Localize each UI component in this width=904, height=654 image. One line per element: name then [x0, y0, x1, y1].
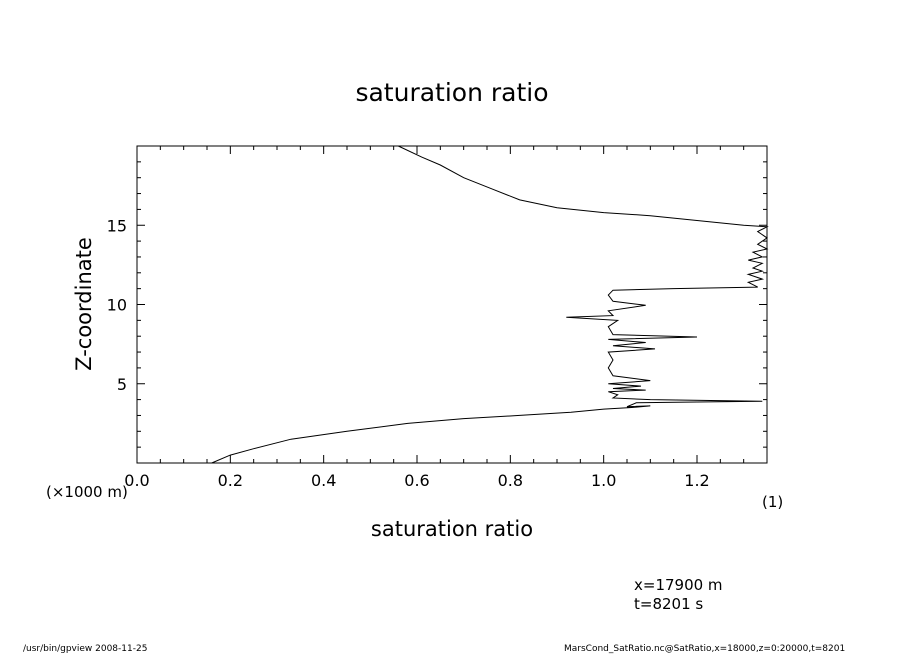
x-tick-label: 0.0 — [124, 471, 149, 490]
x-tick-label: 1.2 — [684, 471, 709, 490]
y-tick-label: 10 — [107, 296, 127, 315]
footer-left: /usr/bin/gpview 2008-11-25 — [23, 644, 147, 654]
y-tick-label: 15 — [107, 216, 127, 235]
x-tick-label: 0.8 — [498, 471, 523, 490]
series-line — [211, 145, 769, 464]
footer-right: MarsCond_SatRatio.nc@SatRatio,x=18000,z=… — [564, 644, 845, 654]
x-axis-ticks — [136, 146, 745, 463]
y-unit-label: (×1000 m) — [46, 483, 128, 501]
x-tick-label: 0.2 — [218, 471, 243, 490]
plot-area — [136, 145, 769, 464]
plot-frame — [136, 145, 768, 464]
x-tick-label: 0.6 — [404, 471, 429, 490]
x-tick-label: 0.4 — [311, 471, 336, 490]
x-tick-label: 1.0 — [591, 471, 616, 490]
position-annotation: x=17900 m — [634, 576, 723, 594]
x-unit-label: (1) — [762, 493, 783, 511]
y-axis-ticks — [137, 161, 767, 448]
chart-title: saturation ratio — [355, 78, 548, 107]
y-tick-label: 5 — [117, 375, 127, 394]
time-annotation: t=8201 s — [634, 595, 703, 613]
y-tick-labels: 5 10 15 — [107, 216, 127, 394]
y-axis-label: Z-coordinate — [72, 237, 96, 371]
x-axis-label: saturation ratio — [371, 517, 533, 541]
x-tick-labels: 0.0 0.2 0.4 0.6 0.8 1.0 1.2 — [124, 471, 709, 490]
